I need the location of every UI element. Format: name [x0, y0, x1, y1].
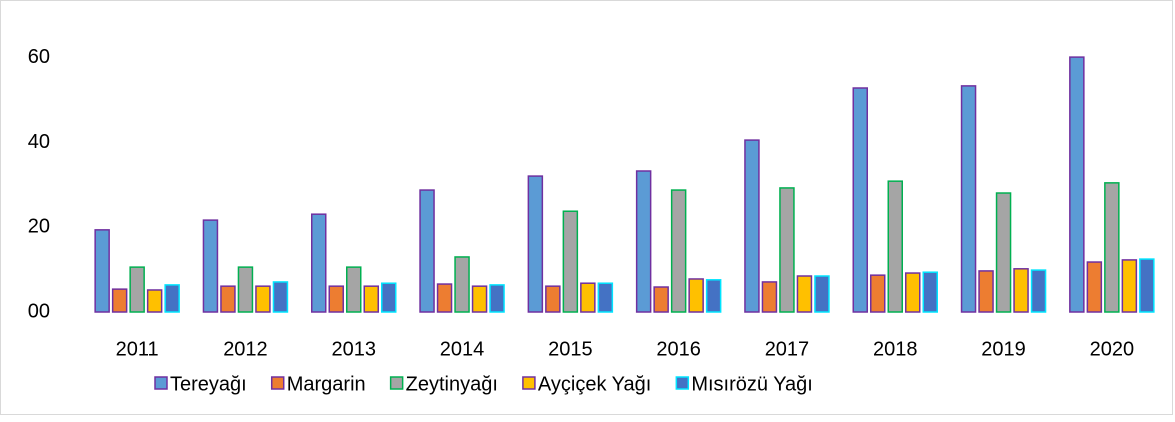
bar — [960, 85, 977, 313]
bar — [597, 282, 614, 313]
bar — [129, 266, 145, 313]
legend-label: Margarin — [287, 373, 366, 395]
bar — [635, 170, 652, 313]
bar — [527, 175, 544, 313]
bar — [363, 285, 379, 313]
bar — [1013, 268, 1029, 313]
bar — [489, 284, 505, 313]
bar — [688, 278, 704, 313]
bar — [779, 187, 795, 313]
bar — [237, 266, 254, 313]
bar — [328, 285, 344, 313]
x-tick-label: 2012 — [223, 338, 268, 360]
bar — [870, 274, 886, 313]
bar — [995, 192, 1012, 313]
x-tick-label: 2018 — [873, 338, 918, 360]
bar — [905, 272, 921, 313]
bar — [562, 210, 579, 313]
legend-swatch — [389, 376, 404, 390]
bar — [796, 275, 813, 313]
legend-swatch — [270, 376, 285, 390]
bar — [814, 275, 830, 313]
bar — [1104, 182, 1120, 313]
bar — [580, 282, 596, 313]
bar — [419, 189, 435, 313]
legend-label: Zeytinyağı — [406, 373, 498, 395]
x-tick-label: 2019 — [981, 338, 1026, 360]
y-tick-label: 00 — [28, 300, 50, 322]
legend-swatch — [154, 376, 168, 390]
bar — [653, 286, 669, 313]
x-tick-label: 2016 — [656, 338, 701, 360]
bar — [146, 289, 163, 313]
bar — [922, 271, 938, 313]
bar — [1139, 258, 1155, 313]
bar — [311, 213, 327, 313]
legend-swatch — [522, 376, 536, 390]
x-tick-label: 2011 — [116, 338, 159, 360]
bar — [761, 281, 778, 313]
bar — [852, 87, 868, 313]
bar — [1121, 259, 1138, 313]
bar — [272, 281, 289, 313]
bar — [1069, 56, 1085, 313]
bar — [94, 229, 110, 313]
bar — [471, 285, 488, 313]
bar — [670, 189, 687, 313]
legend-label: Tereyağı — [170, 373, 247, 395]
x-tick-label: 2014 — [440, 338, 485, 360]
bar — [1086, 261, 1103, 313]
legend-label: Ayçiçek Yağı — [538, 373, 651, 395]
bar — [744, 139, 760, 313]
bar — [111, 288, 128, 313]
bar — [220, 285, 236, 313]
bar — [978, 270, 994, 313]
bar — [255, 285, 271, 313]
legend-label: Mısırözü Yağı — [691, 373, 813, 395]
x-tick-label: 2017 — [765, 338, 810, 360]
bar — [202, 219, 219, 313]
x-tick-label: 2020 — [1090, 338, 1135, 360]
bar — [164, 284, 180, 313]
bar — [887, 180, 903, 313]
legend-swatch — [675, 376, 690, 390]
bar — [1030, 269, 1047, 313]
y-tick-label: 60 — [28, 46, 50, 68]
x-tick-label: 2015 — [548, 338, 593, 360]
bar — [381, 282, 397, 313]
x-tick-label: 2013 — [332, 338, 377, 360]
bar — [346, 266, 362, 313]
bar — [545, 285, 561, 313]
y-tick-label: 40 — [28, 131, 50, 153]
bar — [454, 256, 470, 313]
y-tick-label: 20 — [28, 216, 50, 238]
bar — [436, 283, 453, 313]
bar — [705, 279, 722, 313]
